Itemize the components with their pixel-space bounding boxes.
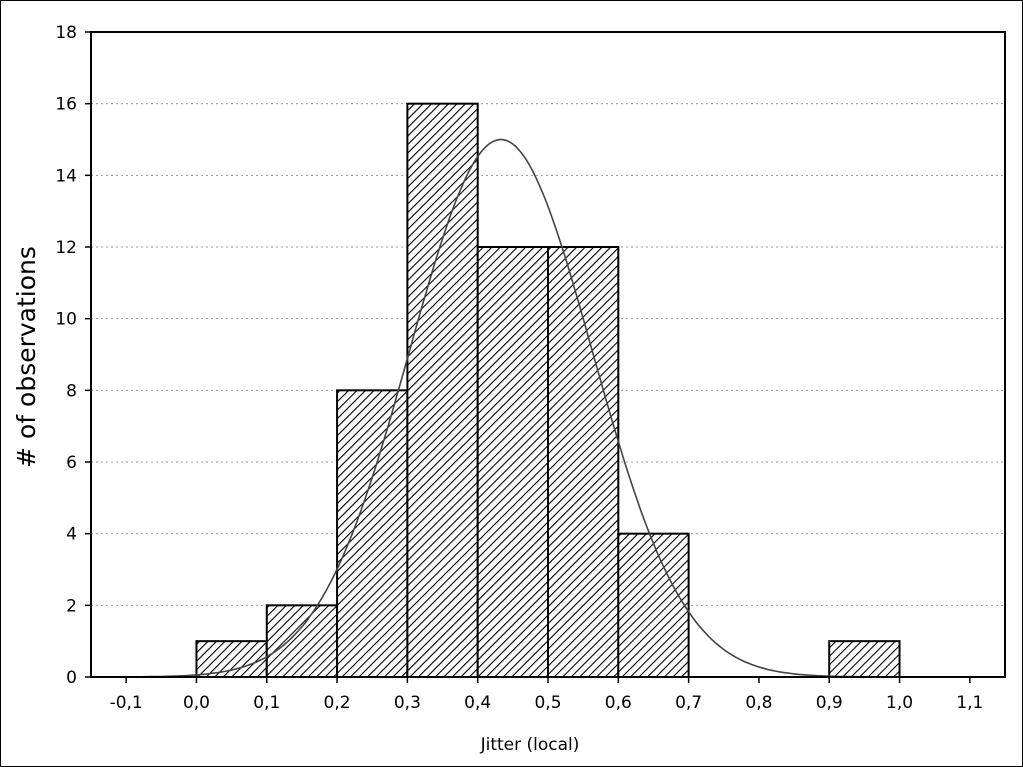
- y-tick-label: 16: [55, 95, 77, 115]
- y-tick-label: 12: [55, 238, 77, 258]
- x-tick-label: 1,1: [956, 693, 983, 713]
- y-tick-label: 4: [66, 525, 77, 545]
- x-tick-label: 0,5: [534, 693, 561, 713]
- x-tick-label: 0,8: [745, 693, 772, 713]
- y-tick-label: 14: [55, 166, 77, 186]
- histogram-bars: [195, 102, 901, 679]
- x-tick-label: 0,4: [464, 693, 491, 713]
- x-axis-ticks: -0,1 0,0 0,1 0,2 0,3 0,4 0,5 0,6 0,7 0,8 0,9 1,0 1,1: [110, 677, 983, 713]
- y-tick-label: 0: [66, 668, 77, 688]
- y-tick-label: 10: [55, 310, 77, 330]
- y-axis-ticks: 0 2 4 6 8 10 12 14 16 18: [55, 23, 91, 688]
- y-tick-label: 18: [55, 23, 77, 43]
- x-tick-label: -0,1: [110, 693, 143, 713]
- x-tick-label: 0,0: [183, 693, 210, 713]
- histogram-bar: [265, 604, 339, 678]
- x-tick-label: 1,0: [886, 693, 913, 713]
- x-tick-label: 0,1: [253, 693, 280, 713]
- histogram-bar: [547, 246, 620, 678]
- x-tick-label: 0,2: [324, 693, 351, 713]
- histogram-bar: [406, 102, 479, 678]
- histogram-bar: [476, 246, 550, 678]
- x-tick-label: 0,3: [394, 693, 421, 713]
- y-axis-title: # of observations: [12, 246, 41, 468]
- histogram-bar: [336, 389, 409, 678]
- normal-fit-curve: [112, 138, 900, 678]
- histogram-bar: [195, 640, 268, 679]
- histogram-bar: [617, 532, 690, 679]
- y-tick-label: 8: [66, 381, 77, 401]
- histogram-bar: [828, 640, 901, 679]
- x-tick-label: 0,7: [675, 693, 702, 713]
- y-tick-label: 2: [66, 596, 77, 616]
- fit-curve-line: [112, 138, 900, 678]
- x-tick-label: 0,9: [816, 693, 843, 713]
- x-axis-title: Jitter (local): [480, 735, 580, 755]
- x-tick-label: 0,6: [605, 693, 632, 713]
- y-tick-label: 6: [66, 453, 77, 473]
